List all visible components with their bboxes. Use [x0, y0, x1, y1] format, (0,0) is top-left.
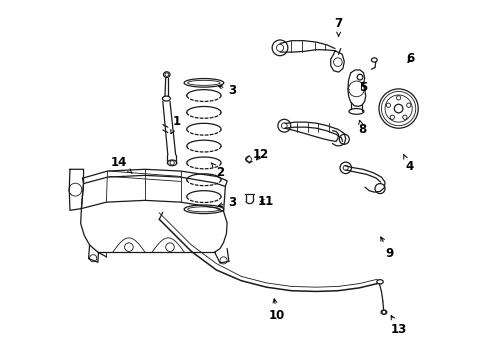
Circle shape [394, 104, 403, 113]
Text: 4: 4 [404, 154, 414, 173]
Text: 14: 14 [111, 156, 132, 173]
Text: 3: 3 [219, 195, 237, 209]
Text: 3: 3 [218, 84, 237, 97]
Text: 11: 11 [258, 195, 274, 208]
Text: 6: 6 [407, 52, 415, 65]
Text: 5: 5 [359, 81, 367, 94]
Text: 7: 7 [335, 17, 343, 36]
Circle shape [382, 310, 386, 314]
Text: 8: 8 [358, 120, 367, 136]
Text: 2: 2 [211, 163, 224, 179]
Text: 13: 13 [391, 316, 407, 336]
Text: 12: 12 [253, 148, 269, 161]
Text: 1: 1 [171, 114, 181, 134]
Text: 10: 10 [269, 299, 285, 322]
Text: 9: 9 [381, 237, 394, 260]
